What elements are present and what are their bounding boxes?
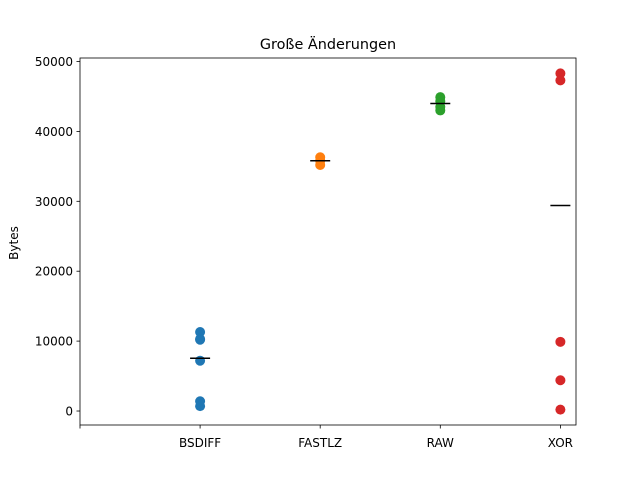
data-point [555,336,566,347]
data-point [555,68,566,79]
chart-title: Große Änderungen [260,35,396,53]
data-point [195,327,206,338]
y-tick-label: 10000 [35,335,73,349]
x-tick-label: BSDIFF [179,436,221,450]
data-point [315,159,326,170]
data-point [195,334,206,345]
data-point [555,404,566,415]
y-tick-label: 40000 [35,125,73,139]
y-tick-label: 30000 [35,195,73,209]
y-tick-label: 20000 [35,265,73,279]
x-tick-label: XOR [548,436,573,450]
data-point [555,375,566,386]
plot-frame [79,57,577,426]
data-point [195,401,206,412]
y-tick-label: 0 [65,405,73,419]
y-axis-label: Bytes [7,226,21,260]
data-point [195,355,206,366]
x-tick-label: RAW [427,436,454,450]
data-point [435,105,446,116]
y-tick-label: 50000 [35,55,73,69]
x-tick-label: FASTLZ [298,436,342,450]
data-point [555,75,566,86]
